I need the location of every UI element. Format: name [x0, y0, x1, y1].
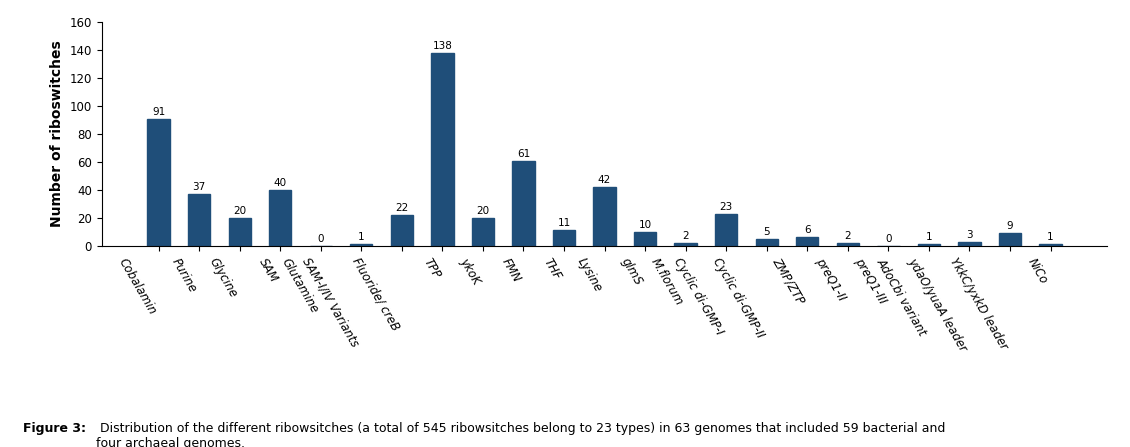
- Text: 9: 9: [1007, 221, 1014, 231]
- Bar: [675, 243, 697, 246]
- Text: 1: 1: [1048, 232, 1054, 242]
- Text: 11: 11: [557, 219, 571, 228]
- Bar: [350, 245, 373, 246]
- Text: 0: 0: [318, 234, 324, 244]
- Text: 3: 3: [966, 230, 973, 240]
- Bar: [999, 233, 1022, 246]
- Y-axis label: Number of riboswitches: Number of riboswitches: [50, 41, 64, 228]
- Text: Distribution of the different ribowsitches (a total of 545 ribowsitches belong t: Distribution of the different ribowsitch…: [96, 422, 946, 447]
- Text: 2: 2: [683, 231, 689, 241]
- Text: 1: 1: [358, 232, 365, 242]
- Bar: [836, 243, 859, 246]
- Bar: [958, 242, 981, 246]
- Text: 23: 23: [720, 202, 733, 211]
- Text: 10: 10: [638, 220, 652, 230]
- Bar: [797, 237, 818, 246]
- Text: 5: 5: [764, 227, 770, 237]
- Text: 6: 6: [803, 225, 810, 236]
- Text: 37: 37: [192, 182, 206, 192]
- Bar: [147, 119, 170, 246]
- Bar: [432, 53, 453, 246]
- Text: 42: 42: [598, 175, 611, 185]
- Text: 20: 20: [233, 206, 246, 216]
- Bar: [512, 160, 534, 246]
- Bar: [553, 231, 575, 246]
- Text: 22: 22: [396, 203, 408, 213]
- Bar: [634, 232, 657, 246]
- Text: 91: 91: [151, 107, 165, 117]
- Bar: [269, 190, 292, 246]
- Bar: [715, 214, 738, 246]
- Bar: [228, 218, 251, 246]
- Bar: [391, 215, 412, 246]
- Bar: [471, 218, 494, 246]
- Bar: [756, 239, 777, 246]
- Text: 2: 2: [844, 231, 851, 241]
- Text: 61: 61: [516, 148, 530, 159]
- Text: 0: 0: [885, 234, 892, 244]
- Text: 138: 138: [433, 41, 452, 51]
- Bar: [593, 187, 616, 246]
- Bar: [188, 194, 210, 246]
- Text: 1: 1: [925, 232, 932, 242]
- Bar: [1040, 245, 1062, 246]
- Text: 20: 20: [477, 206, 489, 216]
- Text: 40: 40: [273, 178, 287, 188]
- Text: Figure 3:: Figure 3:: [23, 422, 86, 435]
- Bar: [918, 245, 940, 246]
